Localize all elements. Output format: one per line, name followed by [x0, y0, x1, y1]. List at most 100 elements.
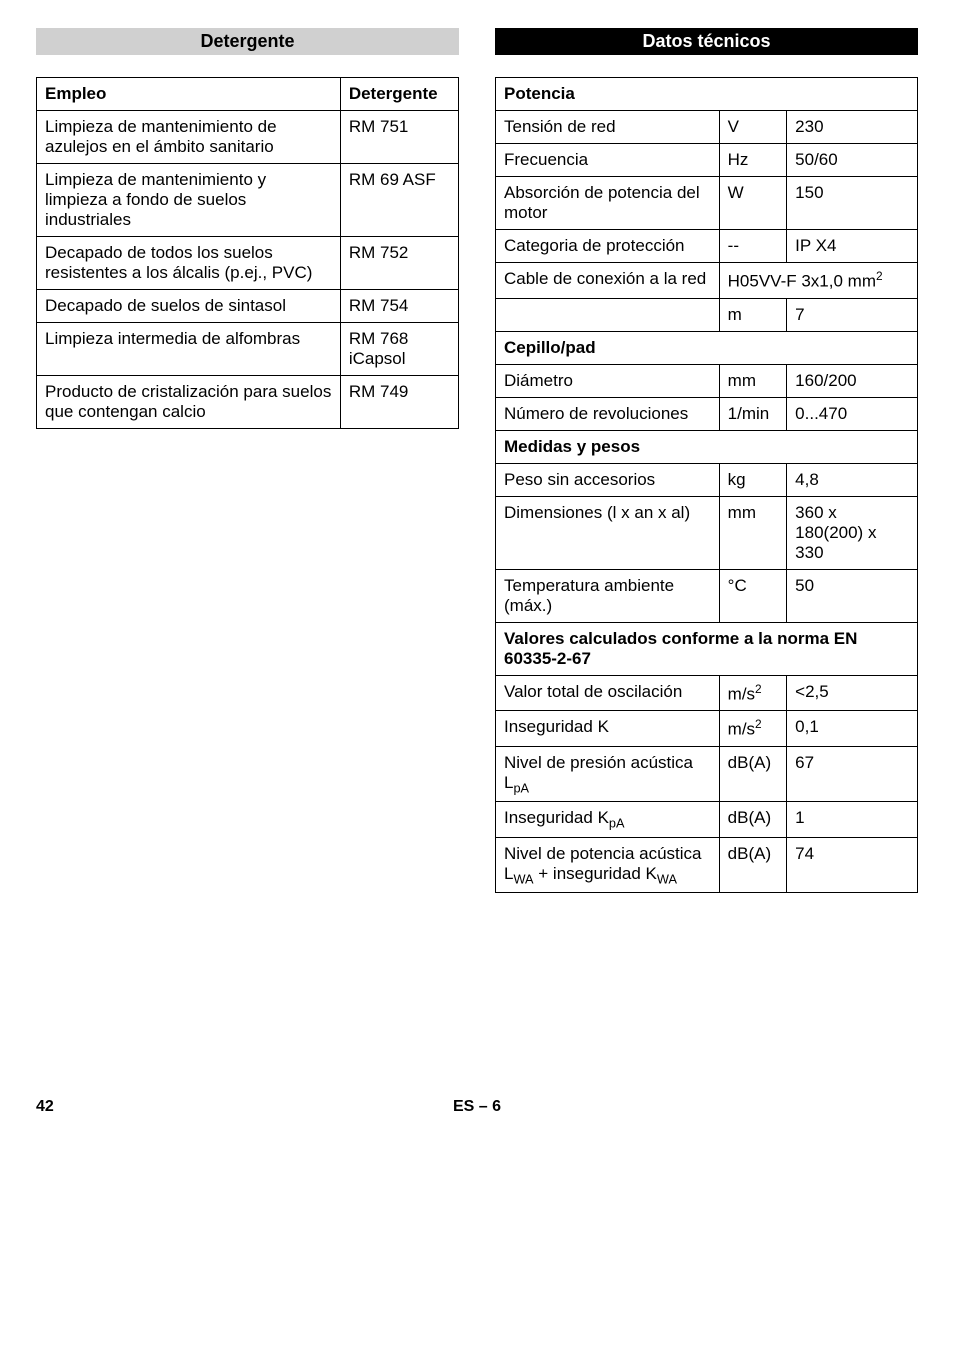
- cell-value: 74: [787, 837, 918, 892]
- col-header-detergente: Detergente: [340, 78, 458, 111]
- table-row: Número de revoluciones 1/min 0...470: [496, 397, 918, 430]
- cell-value: 150: [787, 177, 918, 230]
- cell-unit: m: [719, 298, 787, 331]
- cell-unit: 1/min: [719, 397, 787, 430]
- detergente-table: Empleo Detergente Limpieza de mantenimie…: [36, 77, 459, 429]
- section-medidas: Medidas y pesos: [496, 430, 918, 463]
- table-header-row: Empleo Detergente: [37, 78, 459, 111]
- section-label: Medidas y pesos: [496, 430, 918, 463]
- cell-value: 0,1: [787, 711, 918, 747]
- cell-unit: dB(A): [719, 837, 787, 892]
- table-row: Cable de conexión a la red H05VV-F 3x1,0…: [496, 263, 918, 299]
- cell-label: Valor total de oscilación: [496, 675, 720, 711]
- table-row: Categoria de protección -- IP X4: [496, 230, 918, 263]
- table-row: m 7: [496, 298, 918, 331]
- cell-prod: RM 751: [340, 111, 458, 164]
- cell-unit: °C: [719, 569, 787, 622]
- cell-value: IP X4: [787, 230, 918, 263]
- cell-unit: V: [719, 111, 787, 144]
- cell-prod: RM 768 iCapsol: [340, 323, 458, 376]
- cell-use: Decapado de suelos de sintasol: [37, 290, 341, 323]
- table-row: Valor total de oscilación m/s2 <2,5: [496, 675, 918, 711]
- section-potencia: Potencia: [496, 78, 918, 111]
- table-row: Inseguridad K m/s2 0,1: [496, 711, 918, 747]
- cell-label: Peso sin accesorios: [496, 463, 720, 496]
- cell-value: 67: [787, 746, 918, 801]
- table-row: Limpieza de mantenimiento y limpieza a f…: [37, 164, 459, 237]
- table-row: Limpieza de mantenimiento de azulejos en…: [37, 111, 459, 164]
- left-column: Empleo Detergente Limpieza de mantenimie…: [36, 77, 459, 893]
- table-row: Frecuencia Hz 50/60: [496, 144, 918, 177]
- cell-value: H05VV-F 3x1,0 mm2: [719, 263, 917, 299]
- cell-unit: dB(A): [719, 746, 787, 801]
- cell-label: Nivel de presión acústica LpA: [496, 746, 720, 801]
- table-row: Nivel de potencia acústica LWA + insegur…: [496, 837, 918, 892]
- footer-center: ES – 6: [36, 1098, 918, 1116]
- cell-use: Limpieza intermedia de alfombras: [37, 323, 341, 376]
- cell-unit: mm: [719, 496, 787, 569]
- cell-label: Cable de conexión a la red: [496, 263, 720, 299]
- section-label: Cepillo/pad: [496, 331, 918, 364]
- cell-value: 1: [787, 802, 918, 837]
- section-label: Potencia: [496, 78, 918, 111]
- cell-label: Diámetro: [496, 364, 720, 397]
- table-row: Nivel de presión acústica LpA dB(A) 67: [496, 746, 918, 801]
- cell-prod: RM 749: [340, 376, 458, 429]
- page-footer: 42 ES – 6: [36, 1098, 918, 1116]
- cell-use: Limpieza de mantenimiento de azulejos en…: [37, 111, 341, 164]
- cell-value: 50: [787, 569, 918, 622]
- page-number: 42: [36, 1098, 54, 1116]
- cell-label: Número de revoluciones: [496, 397, 720, 430]
- cell-use: Limpieza de mantenimiento y limpieza a f…: [37, 164, 341, 237]
- cell-unit: m/s2: [719, 675, 787, 711]
- table-row: Inseguridad KpA dB(A) 1: [496, 802, 918, 837]
- cell-use: Decapado de todos los suelos resistentes…: [37, 237, 341, 290]
- table-row: Decapado de todos los suelos resistentes…: [37, 237, 459, 290]
- table-row: Peso sin accesorios kg 4,8: [496, 463, 918, 496]
- cell-value: <2,5: [787, 675, 918, 711]
- table-row: Limpieza intermedia de alfombras RM 768 …: [37, 323, 459, 376]
- cell-label: Temperatura ambiente (máx.): [496, 569, 720, 622]
- cell-value: 360 x 180(200) x 330: [787, 496, 918, 569]
- cell-unit: dB(A): [719, 802, 787, 837]
- cell-value: 0...470: [787, 397, 918, 430]
- cell-value: 7: [787, 298, 918, 331]
- cell-unit: Hz: [719, 144, 787, 177]
- section-label: Valores calculados conforme a la norma E…: [496, 622, 918, 675]
- cell-use: Producto de cristalización para suelos q…: [37, 376, 341, 429]
- cell-prod: RM 752: [340, 237, 458, 290]
- cell-unit: --: [719, 230, 787, 263]
- col-header-empleo: Empleo: [37, 78, 341, 111]
- cell-label: Inseguridad K: [496, 711, 720, 747]
- cell-value: 50/60: [787, 144, 918, 177]
- cell-unit: m/s2: [719, 711, 787, 747]
- specs-table: Potencia Tensión de red V 230 Frecuencia…: [495, 77, 918, 893]
- table-row: Dimensiones (l x an x al) mm 360 x 180(2…: [496, 496, 918, 569]
- cell-label: Nivel de potencia acústica LWA + insegur…: [496, 837, 720, 892]
- cell-prod: RM 69 ASF: [340, 164, 458, 237]
- cell-value: 4,8: [787, 463, 918, 496]
- table-row: Decapado de suelos de sintasol RM 754: [37, 290, 459, 323]
- section-cepillo: Cepillo/pad: [496, 331, 918, 364]
- table-row: Diámetro mm 160/200: [496, 364, 918, 397]
- header-datos-tecnicos: Datos técnicos: [495, 28, 918, 55]
- cell-label: Frecuencia: [496, 144, 720, 177]
- cell-label: [496, 298, 720, 331]
- cell-value: 230: [787, 111, 918, 144]
- cell-unit: mm: [719, 364, 787, 397]
- cell-label: Dimensiones (l x an x al): [496, 496, 720, 569]
- cell-prod: RM 754: [340, 290, 458, 323]
- cell-label: Absorción de potencia del motor: [496, 177, 720, 230]
- table-row: Tensión de red V 230: [496, 111, 918, 144]
- table-row: Producto de cristalización para suelos q…: [37, 376, 459, 429]
- right-column: Potencia Tensión de red V 230 Frecuencia…: [495, 77, 918, 893]
- cell-label: Categoria de protección: [496, 230, 720, 263]
- cell-label: Tensión de red: [496, 111, 720, 144]
- header-detergente: Detergente: [36, 28, 459, 55]
- table-row: Temperatura ambiente (máx.) °C 50: [496, 569, 918, 622]
- cell-unit: W: [719, 177, 787, 230]
- cell-value: 160/200: [787, 364, 918, 397]
- cell-unit: kg: [719, 463, 787, 496]
- section-valores: Valores calculados conforme a la norma E…: [496, 622, 918, 675]
- cell-label: Inseguridad KpA: [496, 802, 720, 837]
